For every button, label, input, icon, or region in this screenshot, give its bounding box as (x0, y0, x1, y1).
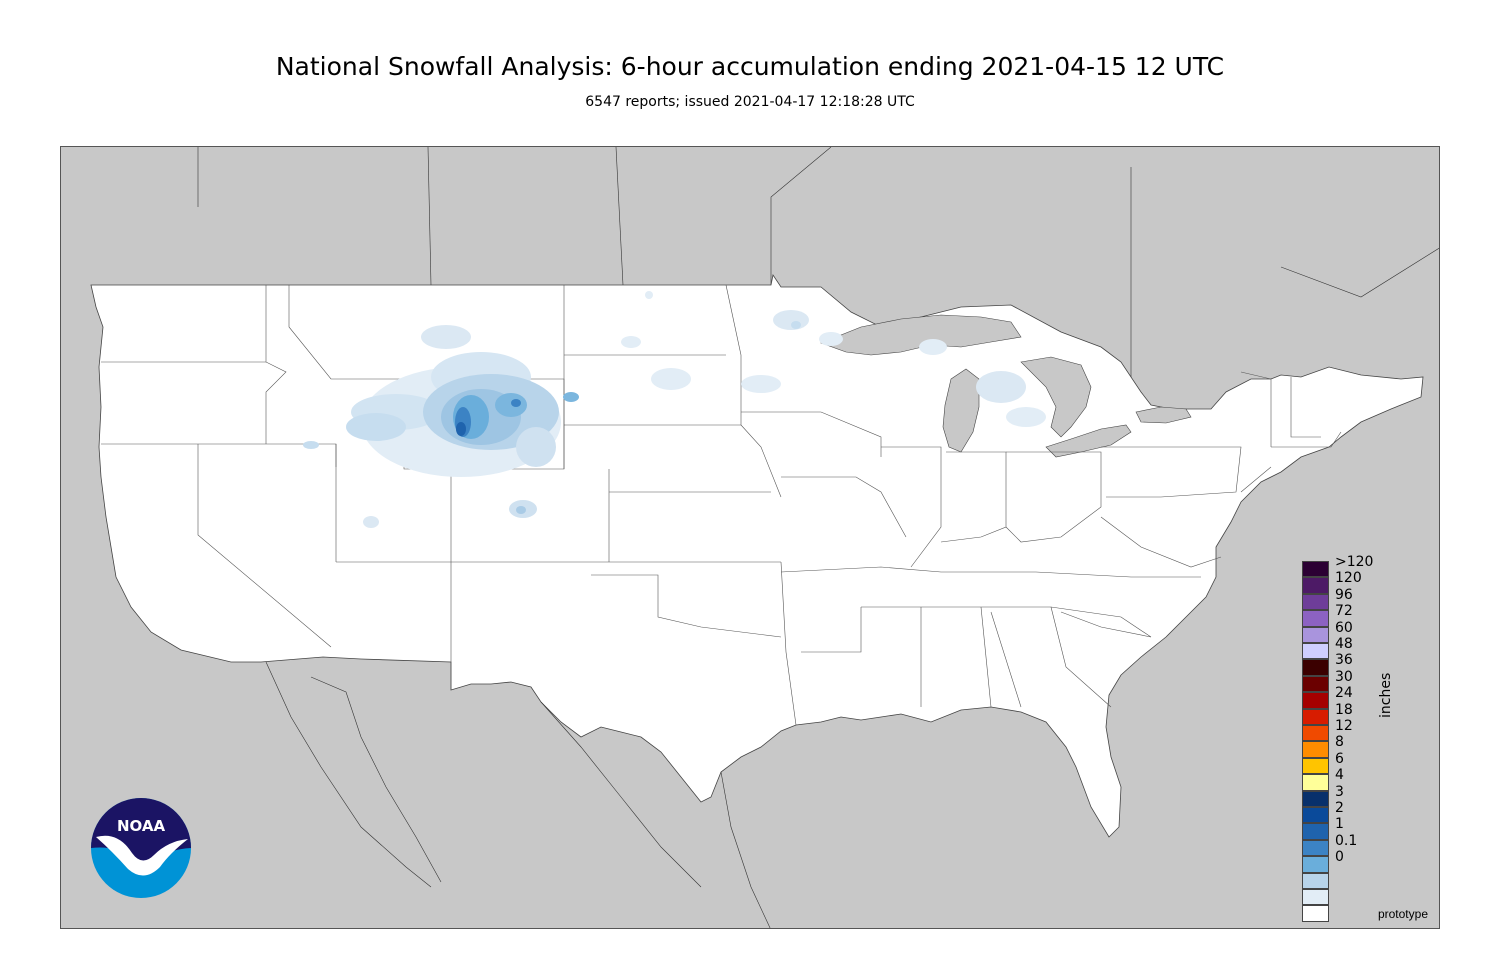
logo-text: NOAA (117, 817, 166, 835)
lake-ontario (1135, 406, 1192, 424)
legend-label: 0.1 (1335, 832, 1358, 849)
legend-label: 4 (1335, 767, 1344, 784)
legend-swatch (1302, 741, 1329, 758)
noaa-logo-icon: NOAA (91, 798, 191, 898)
lake-michigan (942, 368, 980, 453)
legend-label: 96 (1335, 586, 1353, 603)
legend-swatch (1302, 823, 1329, 840)
legend-swatch (1302, 659, 1329, 676)
legend-swatch (1302, 593, 1329, 611)
legend-swatch (1302, 675, 1329, 693)
legend-label: 6 (1335, 750, 1344, 767)
legend-swatch (1302, 577, 1329, 594)
snowfall-map (60, 146, 1440, 929)
legend-label: 48 (1335, 636, 1353, 652)
legend-label: 8 (1335, 734, 1344, 751)
legend-swatch (1302, 807, 1329, 824)
legend-swatch (1302, 856, 1329, 873)
legend-swatch (1302, 790, 1329, 807)
legend-swatch (1302, 561, 1329, 578)
lake-superior (820, 314, 1022, 356)
legend-swatch (1302, 839, 1329, 857)
map-canvas (61, 147, 1439, 928)
legend-label: 18 (1335, 701, 1353, 718)
legend-swatch (1302, 872, 1329, 889)
legend-swatch (1302, 757, 1329, 775)
legend-label: >120 (1335, 554, 1374, 570)
legend-units: inches (1378, 672, 1394, 718)
legend-swatch (1302, 774, 1329, 791)
legend-swatch (1302, 643, 1329, 660)
mexico-coast (265, 661, 771, 928)
lake-huron (1020, 356, 1092, 438)
legend-label: 12 (1335, 718, 1353, 734)
prototype-note: prototype (1377, 907, 1428, 921)
snowfall-shading (303, 291, 1046, 528)
page-title: National Snowfall Analysis: 6-hour accum… (275, 52, 1225, 81)
legend-swatch (1302, 725, 1329, 742)
legend-swatch (1302, 692, 1329, 709)
page-subtitle: 6547 reports; issued 2021-04-17 12:18:28… (585, 94, 915, 110)
legend-label: 24 (1335, 685, 1353, 702)
legend-label: 36 (1335, 652, 1353, 669)
legend-label: 60 (1335, 619, 1353, 636)
legend-swatch (1302, 905, 1329, 922)
legend-swatch (1302, 889, 1329, 906)
legend-label: 30 (1335, 668, 1353, 685)
legend-swatch (1302, 626, 1329, 643)
lake-erie (1045, 424, 1132, 458)
legend-label: 120 (1335, 570, 1362, 587)
legend-swatch (1302, 610, 1329, 627)
legend-label: 2 (1335, 800, 1344, 816)
legend-label: 3 (1335, 783, 1344, 800)
legend-label: 1 (1335, 816, 1344, 833)
canada-boundaries (197, 147, 1439, 377)
legend-label: 0 (1335, 849, 1344, 866)
legend-swatch (1302, 708, 1329, 725)
legend-label: 72 (1335, 603, 1353, 620)
